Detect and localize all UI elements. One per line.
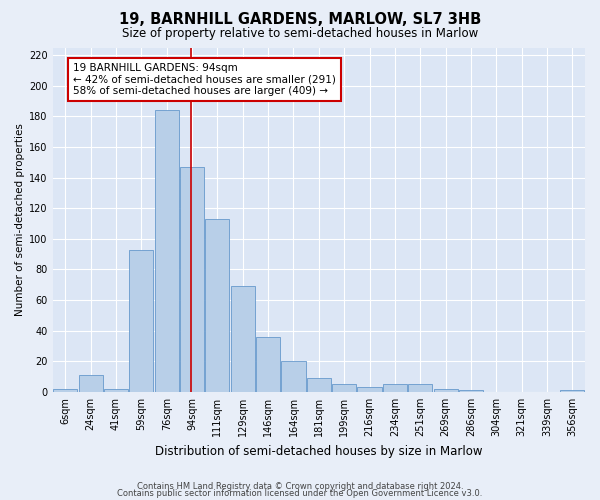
- X-axis label: Distribution of semi-detached houses by size in Marlow: Distribution of semi-detached houses by …: [155, 444, 482, 458]
- Y-axis label: Number of semi-detached properties: Number of semi-detached properties: [15, 124, 25, 316]
- Bar: [332, 384, 356, 392]
- Bar: [560, 390, 584, 392]
- Bar: [53, 389, 77, 392]
- Bar: [459, 390, 483, 392]
- Text: Contains public sector information licensed under the Open Government Licence v3: Contains public sector information licen…: [118, 489, 482, 498]
- Bar: [180, 167, 204, 392]
- Bar: [358, 388, 382, 392]
- Bar: [155, 110, 179, 392]
- Bar: [307, 378, 331, 392]
- Bar: [434, 389, 458, 392]
- Bar: [383, 384, 407, 392]
- Text: 19 BARNHILL GARDENS: 94sqm
← 42% of semi-detached houses are smaller (291)
58% o: 19 BARNHILL GARDENS: 94sqm ← 42% of semi…: [73, 63, 336, 96]
- Bar: [130, 250, 154, 392]
- Bar: [205, 219, 229, 392]
- Bar: [281, 362, 305, 392]
- Bar: [79, 375, 103, 392]
- Text: Contains HM Land Registry data © Crown copyright and database right 2024.: Contains HM Land Registry data © Crown c…: [137, 482, 463, 491]
- Text: Size of property relative to semi-detached houses in Marlow: Size of property relative to semi-detach…: [122, 28, 478, 40]
- Bar: [256, 337, 280, 392]
- Bar: [104, 389, 128, 392]
- Bar: [408, 384, 432, 392]
- Bar: [231, 286, 255, 392]
- Text: 19, BARNHILL GARDENS, MARLOW, SL7 3HB: 19, BARNHILL GARDENS, MARLOW, SL7 3HB: [119, 12, 481, 28]
